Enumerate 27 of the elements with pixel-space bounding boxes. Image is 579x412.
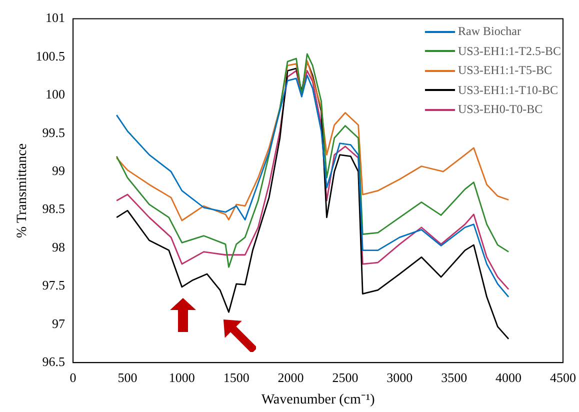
legend-label: Raw Biochar <box>458 23 521 40</box>
y-tick-label: 97 <box>52 316 66 331</box>
legend-label: US3-EH1:1-T10-BC <box>458 82 558 98</box>
y-axis-title: % Transmittance <box>15 143 30 238</box>
x-tick-label: 4000 <box>496 370 522 385</box>
y-tick-label: 98.5 <box>42 201 66 216</box>
y-tick-label: 100.5 <box>36 48 66 64</box>
y-tick-label: 101 <box>46 10 66 26</box>
x-axis-title: Wavenumber (cm⁻¹) <box>261 392 376 408</box>
legend-label: US3-EH0-T0-BC <box>458 101 543 118</box>
x-tick-label: 2000 <box>278 370 304 385</box>
legend-label: US3-EH1:1-T5-BC <box>458 62 552 79</box>
y-tick-label: 96.5 <box>42 354 66 370</box>
x-tick-label: 0 <box>70 370 76 385</box>
x-tick-label: 4500 <box>550 370 576 385</box>
x-tick-label: 1500 <box>223 370 250 385</box>
x-tick-label: 3500 <box>441 370 468 385</box>
x-tick-label: 2500 <box>332 370 358 385</box>
x-tick-label: 3000 <box>386 370 413 385</box>
y-tick-label: 98 <box>52 239 66 254</box>
y-tick-label: 99.5 <box>42 124 66 140</box>
x-tick-label: 500 <box>118 370 138 385</box>
x-tick-label: 1000 <box>168 370 195 385</box>
y-tick-label: 97.5 <box>42 278 66 293</box>
legend-label: US3-EH1:1-T2.5-BC <box>458 42 561 60</box>
y-tick-label: 99 <box>52 163 66 178</box>
y-tick-label: 100 <box>46 86 66 102</box>
